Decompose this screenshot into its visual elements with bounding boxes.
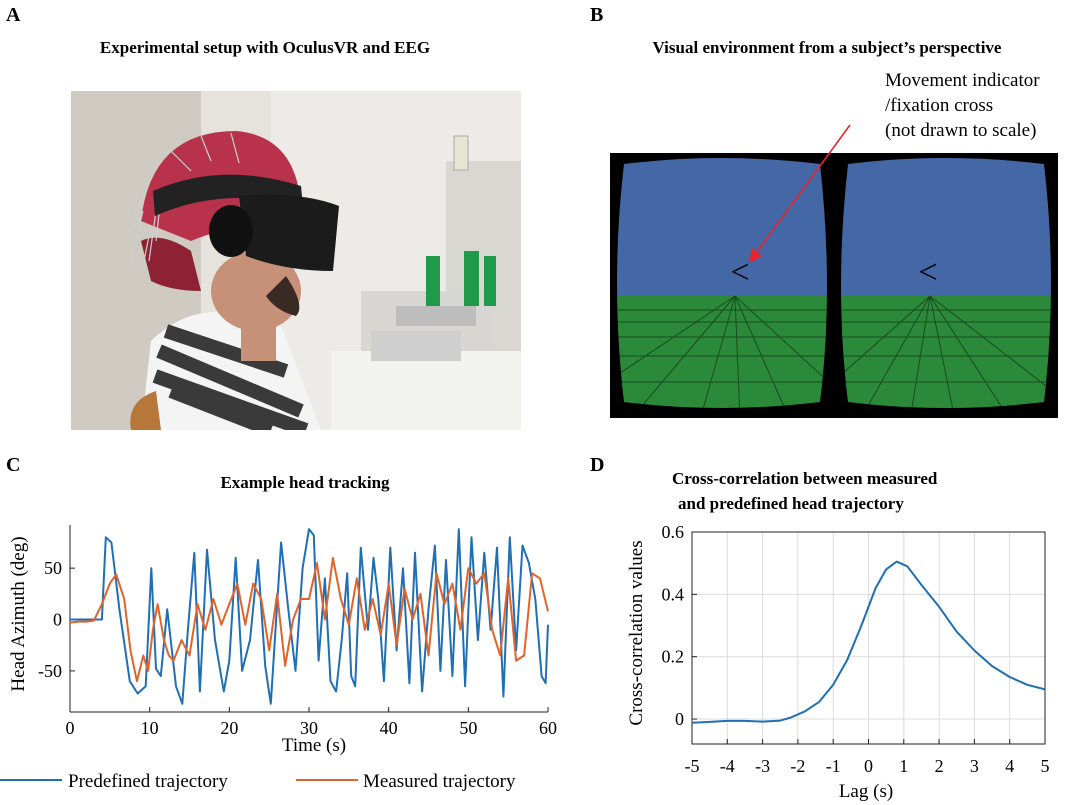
chart-c-legend: Predefined trajectory Measured trajector… xyxy=(0,771,516,792)
annotation-arrowhead xyxy=(749,248,762,263)
chart-d-xtick-label: -1 xyxy=(826,756,841,776)
annotation-line-3: (not drawn to scale) xyxy=(885,120,1036,141)
chart-d-xtick-label: -4 xyxy=(720,756,735,776)
chart-c-ytick-label: 0 xyxy=(53,610,62,630)
chart-d-xlabel: Lag (s) xyxy=(839,781,893,802)
panel-letter-a: A xyxy=(6,4,21,26)
chart-c-xtick-label: 20 xyxy=(220,718,238,738)
panel-a-title: Experimental setup with OculusVR and EEG xyxy=(99,38,431,57)
chart-c-xtick-label: 0 xyxy=(66,718,75,738)
annotation-line-2: /fixation cross xyxy=(885,95,993,116)
chart-d-ytick-label: 0.4 xyxy=(662,584,685,604)
chart-d-xtick-label: 3 xyxy=(970,756,979,776)
chart-c-series-line-1 xyxy=(69,556,549,683)
panel-letter-c: C xyxy=(6,454,21,476)
panel-d-title-line-2: and predefined head trajectory xyxy=(678,494,904,513)
chart-c-xtick-label: 10 xyxy=(141,718,159,738)
annotation-line-1: Movement indicator xyxy=(885,70,1040,91)
chart-d-xtick-label: 0 xyxy=(864,756,873,776)
chart-c-ytick-label: -50 xyxy=(38,661,62,681)
chart-d-series-line-0 xyxy=(691,560,1046,724)
chart-c-xtick-label: 30 xyxy=(300,718,318,738)
chart-d-xtick-label: -3 xyxy=(755,756,770,776)
panel-letter-d: D xyxy=(590,454,605,476)
chart-c-xtick-label: 60 xyxy=(539,718,557,738)
chart-d-ytick-label: 0.6 xyxy=(662,522,685,542)
panel-letter-b: B xyxy=(590,4,604,26)
chart-c-ylabel: Head Azimuth (deg) xyxy=(8,536,29,691)
chart-d-ytick-label: 0.2 xyxy=(662,647,685,667)
legend-label-predefined: Predefined trajectory xyxy=(68,771,228,792)
chart-d-ytick-label: 0 xyxy=(675,709,684,729)
cross-correlation-chart: -5 -4 -3 -2 -1 0 1 2 3 4 5 0 0.2 0.4 0.6 Lag (s) Cross… xyxy=(626,522,1050,802)
legend-label-measured: Measured trajectory xyxy=(363,771,516,792)
chart-c-series-line-0 xyxy=(70,528,549,705)
chart-c-xtick-label: 50 xyxy=(459,718,477,738)
head-tracking-chart: 0 10 20 30 40 50 60 -50 0 50 Time (s) Head Azimut… xyxy=(0,525,557,792)
chart-d-xtick-label: 5 xyxy=(1041,756,1050,776)
vr-environment: < < Movement indicator /fixation cross (… xyxy=(610,70,1058,418)
panel-b-title: Visual environment from a subject’s pers… xyxy=(652,38,1002,57)
chart-d-xtick-label: 1 xyxy=(899,756,908,776)
movement-indicator-right: < xyxy=(918,254,937,291)
chart-d-xtick-label: -2 xyxy=(790,756,805,776)
chart-d-xtick-label: 2 xyxy=(935,756,944,776)
chart-c-ytick-label: 50 xyxy=(44,558,62,578)
chart-d-xtick-label: 4 xyxy=(1005,756,1014,776)
chart-d-ylabel: Cross-correlation values xyxy=(626,540,647,725)
chart-d-xtick-label: -5 xyxy=(685,756,700,776)
annotation-arrow xyxy=(753,124,851,257)
right-eye-view xyxy=(841,158,1051,408)
chart-c-xlabel: Time (s) xyxy=(282,735,346,756)
experiment-photo xyxy=(71,91,521,430)
left-eye-view xyxy=(617,158,827,408)
panel-d-title-line-1: Cross-correlation between measured xyxy=(672,469,938,488)
chart-c-xtick-label: 40 xyxy=(380,718,398,738)
movement-indicator-left: < xyxy=(730,254,749,291)
panel-c-title: Example head tracking xyxy=(220,473,390,492)
